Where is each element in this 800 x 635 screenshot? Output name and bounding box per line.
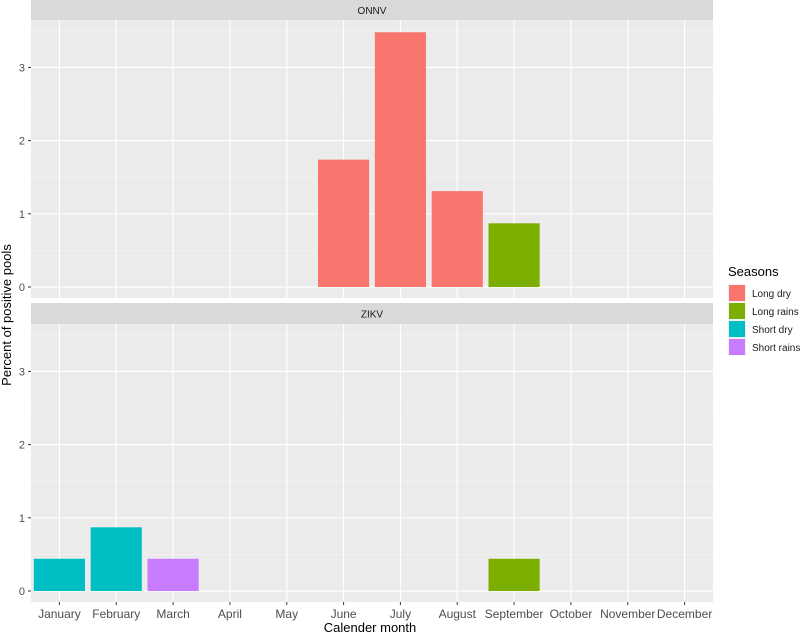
y-tick-label: 1 [19,513,25,525]
x-axis-label: Calender month [324,620,417,635]
bar-onnv-june [318,159,370,287]
y-tick-label: 3 [19,62,25,74]
y-tick-label: 3 [19,366,25,378]
bar-zikv-january [33,558,85,591]
legend-label: Short dry [752,325,793,336]
legend-swatch [729,339,745,355]
x-tick-label: October [550,607,593,621]
legend-swatch [729,285,745,301]
x-tick-label: March [156,607,189,621]
plot-background [31,324,713,602]
legend-swatch [729,321,745,337]
panel-title: ONNV [358,6,387,17]
x-tick-label: September [485,607,544,621]
x-tick-label: April [218,607,242,621]
y-tick-label: 1 [19,209,25,221]
y-tick-label: 0 [19,586,25,598]
panel-title: ZIKV [361,310,384,321]
x-tick-label: August [439,607,477,621]
legend-title: Seasons [728,264,779,279]
panel-onnv: ONNV 0 1 2 3 [19,0,713,298]
x-axis: January February March April May June July Augu… [38,602,712,621]
bar-onnv-july [374,32,426,287]
x-tick-label: February [92,607,140,621]
x-tick-label: November [600,607,655,621]
bar-onnv-august [431,191,483,287]
y-tick-label: 2 [19,440,25,452]
bar-onnv-september [488,223,540,287]
x-tick-label: June [331,607,357,621]
y-tick-label: 2 [19,136,25,148]
plot-background [31,20,713,298]
panel-zikv: ZIKV 0 1 2 3 [19,303,713,602]
y-axis-label: Percent of positive pools [0,244,14,386]
bar-zikv-march [147,558,199,591]
y-tick-label: 0 [19,282,25,294]
x-tick-label: May [275,607,298,621]
legend-label: Long rains [752,307,799,318]
x-tick-label: July [390,607,411,621]
panel-strip [31,0,713,20]
legend-label: Long dry [752,289,791,300]
bar-zikv-september [488,558,540,591]
x-tick-label: December [657,607,712,621]
legend-swatch [729,303,745,319]
panel-strip [31,303,713,324]
x-tick-label: January [38,607,81,621]
legend: Seasons Long dry Long rains Short dry Short… [728,264,800,356]
bar-zikv-february [90,527,142,591]
legend-label: Short rains [752,343,800,354]
